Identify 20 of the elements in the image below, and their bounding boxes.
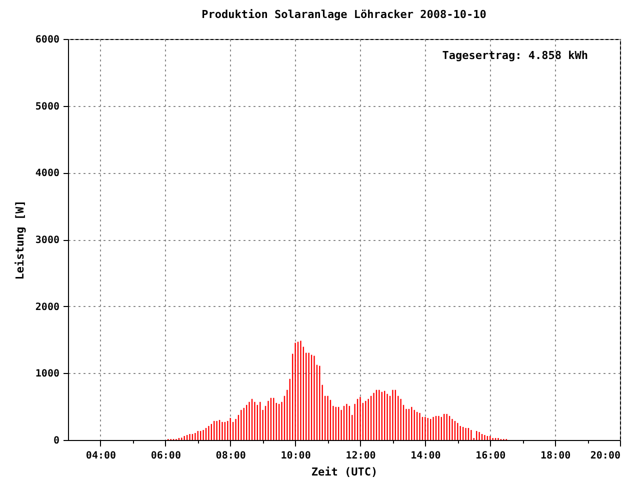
y-tick-label: 2000: [35, 302, 60, 313]
x-tick-label: 04:00: [86, 450, 116, 462]
x-tick-label: 14:00: [410, 450, 441, 462]
y-tick-label: 5000: [35, 101, 60, 112]
y-tick-label: 1000: [35, 368, 60, 380]
y-tick-label: 3000: [35, 235, 60, 246]
x-tick-label: 08:00: [216, 450, 246, 462]
chart-title: Produktion Solaranlage Löhracker 2008-10-10: [202, 8, 486, 21]
x-tick-label: 20:00: [590, 450, 620, 462]
y-tick-label: 6000: [35, 34, 60, 46]
y-axis-title: Leistung [W]: [13, 200, 26, 280]
x-tick-label: 18:00: [540, 450, 571, 462]
x-axis-title: Zeit (UTC): [311, 466, 378, 478]
y-tick-label: 4000: [35, 168, 60, 180]
x-tick-label: 16:00: [476, 450, 506, 462]
x-tick-label: 12:00: [346, 450, 376, 462]
x-tick-label: 10:00: [280, 450, 311, 462]
y-tick-label: 0: [53, 436, 60, 446]
annotation: Tagesertrag: 4.858 kWh: [442, 49, 588, 62]
x-tick-label: 06:00: [150, 450, 181, 462]
